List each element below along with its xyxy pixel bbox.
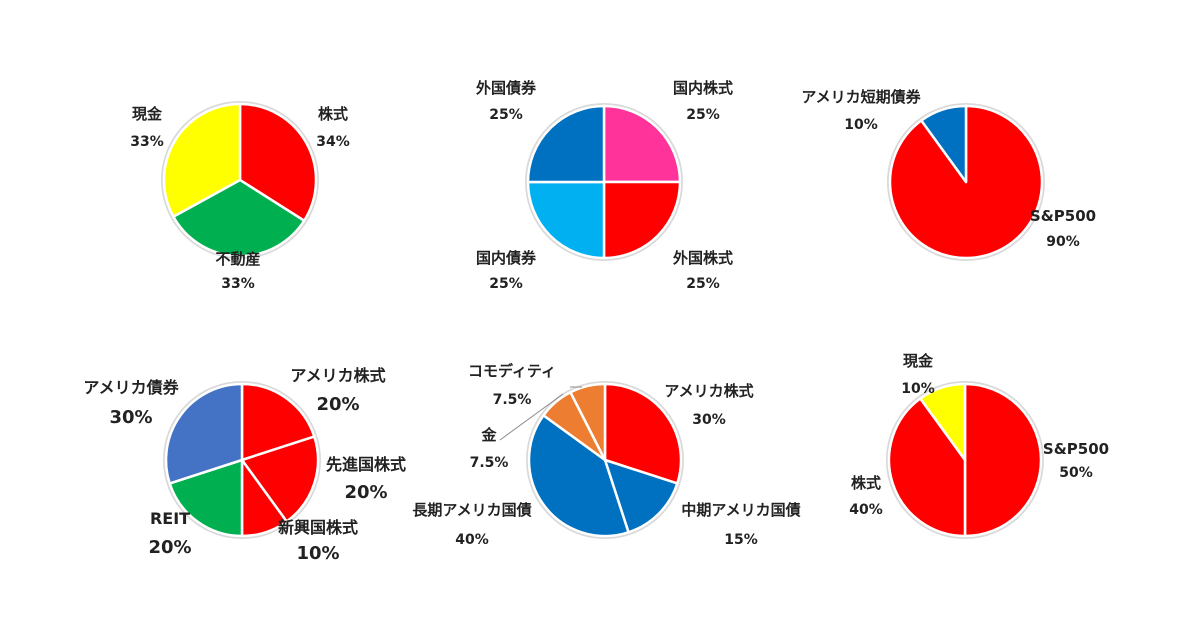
pie-slice: [919, 382, 967, 462]
pie-chart-5: アメリカ株式 30% 中期アメリカ国債 15% 長期アメリカ国債 40% 金 7.5% コモディ…: [412, 362, 800, 548]
slice-value: 10%: [844, 117, 878, 133]
slice-label: 新興国株式: [278, 518, 358, 537]
slice-value: 90%: [1046, 234, 1080, 250]
slice-label: S&P500: [1030, 207, 1096, 225]
pie-chart-6: S&P500 50% 株式 40% 現金 10%: [849, 352, 1109, 539]
pie-slice: [526, 104, 606, 184]
slice-value: 50%: [1059, 465, 1093, 481]
pie-chart-2: 国内株式 25% 外国株式 25% 国内債券 25% 外国債券 25%: [475, 79, 733, 292]
slice-value: 7.5%: [493, 392, 532, 408]
slice-value: 33%: [221, 276, 255, 292]
pie-slice: [240, 435, 320, 523]
pie-chart-3: S&P500 90% アメリカ短期債券 10%: [801, 88, 1096, 261]
slice-label: 現金: [132, 105, 163, 123]
slice-value: 7.5%: [470, 455, 509, 471]
slice-value: 40%: [849, 502, 883, 518]
slice-label: 株式: [318, 105, 348, 123]
slice-value: 25%: [686, 107, 720, 123]
pie-slice: [963, 382, 1043, 538]
slice-label: 株式: [851, 474, 881, 492]
slice-label: コモディティ: [468, 362, 556, 380]
pie-outline: [526, 381, 684, 539]
pie-slice: [164, 382, 244, 485]
slice-label: アメリカ株式: [664, 382, 753, 400]
pie-slice: [527, 414, 630, 538]
pie-slice: [920, 104, 968, 184]
slice-label: アメリカ株式: [290, 366, 385, 385]
slice-label: 現金: [903, 352, 934, 370]
slice-value: 15%: [724, 532, 758, 548]
slice-label: 長期アメリカ国債: [412, 501, 531, 519]
slice-value: 34%: [316, 134, 350, 150]
pie-slice: [602, 180, 682, 260]
slice-value: 20%: [316, 394, 359, 415]
pie-outline: [887, 103, 1045, 261]
pie-outline: [161, 101, 319, 259]
pie-slice: [887, 397, 967, 538]
slice-value: 20%: [148, 537, 191, 558]
pie-slice: [602, 104, 682, 184]
pie-outline: [163, 381, 321, 539]
slice-value: 30%: [692, 412, 726, 428]
slice-label: 先進国株式: [326, 455, 406, 474]
slice-value: 30%: [109, 407, 152, 428]
pie-slice: [162, 102, 242, 218]
slice-label: アメリカ短期債券: [801, 88, 921, 106]
slice-value: 25%: [489, 107, 523, 123]
pie-slice: [569, 382, 607, 462]
pie-slice: [603, 382, 683, 485]
leader-line: [499, 393, 564, 441]
pie-slice: [240, 382, 316, 462]
slice-label: REIT: [150, 509, 190, 528]
pie-chart-4: アメリカ株式 20% 先進国株式 20% 新興国株式 10% REIT 20% アメリカ債券 30…: [83, 366, 406, 564]
slice-label: 外国株式: [672, 249, 733, 267]
pie-slice: [526, 180, 606, 260]
slice-label: 国内債券: [476, 249, 537, 267]
slice-value: 25%: [686, 276, 720, 292]
slice-value: 33%: [130, 134, 164, 150]
pie-slice: [168, 458, 244, 538]
slice-label: S&P500: [1043, 440, 1109, 458]
pie-outline: [886, 381, 1044, 539]
slice-label: アメリカ債券: [83, 378, 179, 397]
slice-label: 不動産: [215, 250, 260, 268]
pie-outline: [525, 103, 683, 261]
slice-label: 中期アメリカ国債: [681, 501, 800, 519]
slice-label: 金: [480, 426, 497, 444]
slice-value: 20%: [344, 482, 387, 503]
slice-value: 10%: [901, 381, 935, 397]
slice-value: 40%: [455, 532, 489, 548]
pie-chart-1: 株式 34% 不動産 33% 現金 33%: [130, 101, 350, 292]
slice-value: 25%: [489, 276, 523, 292]
slice-label: 外国債券: [475, 79, 537, 97]
slice-value: 10%: [296, 543, 339, 564]
slice-label: 国内株式: [673, 79, 733, 97]
